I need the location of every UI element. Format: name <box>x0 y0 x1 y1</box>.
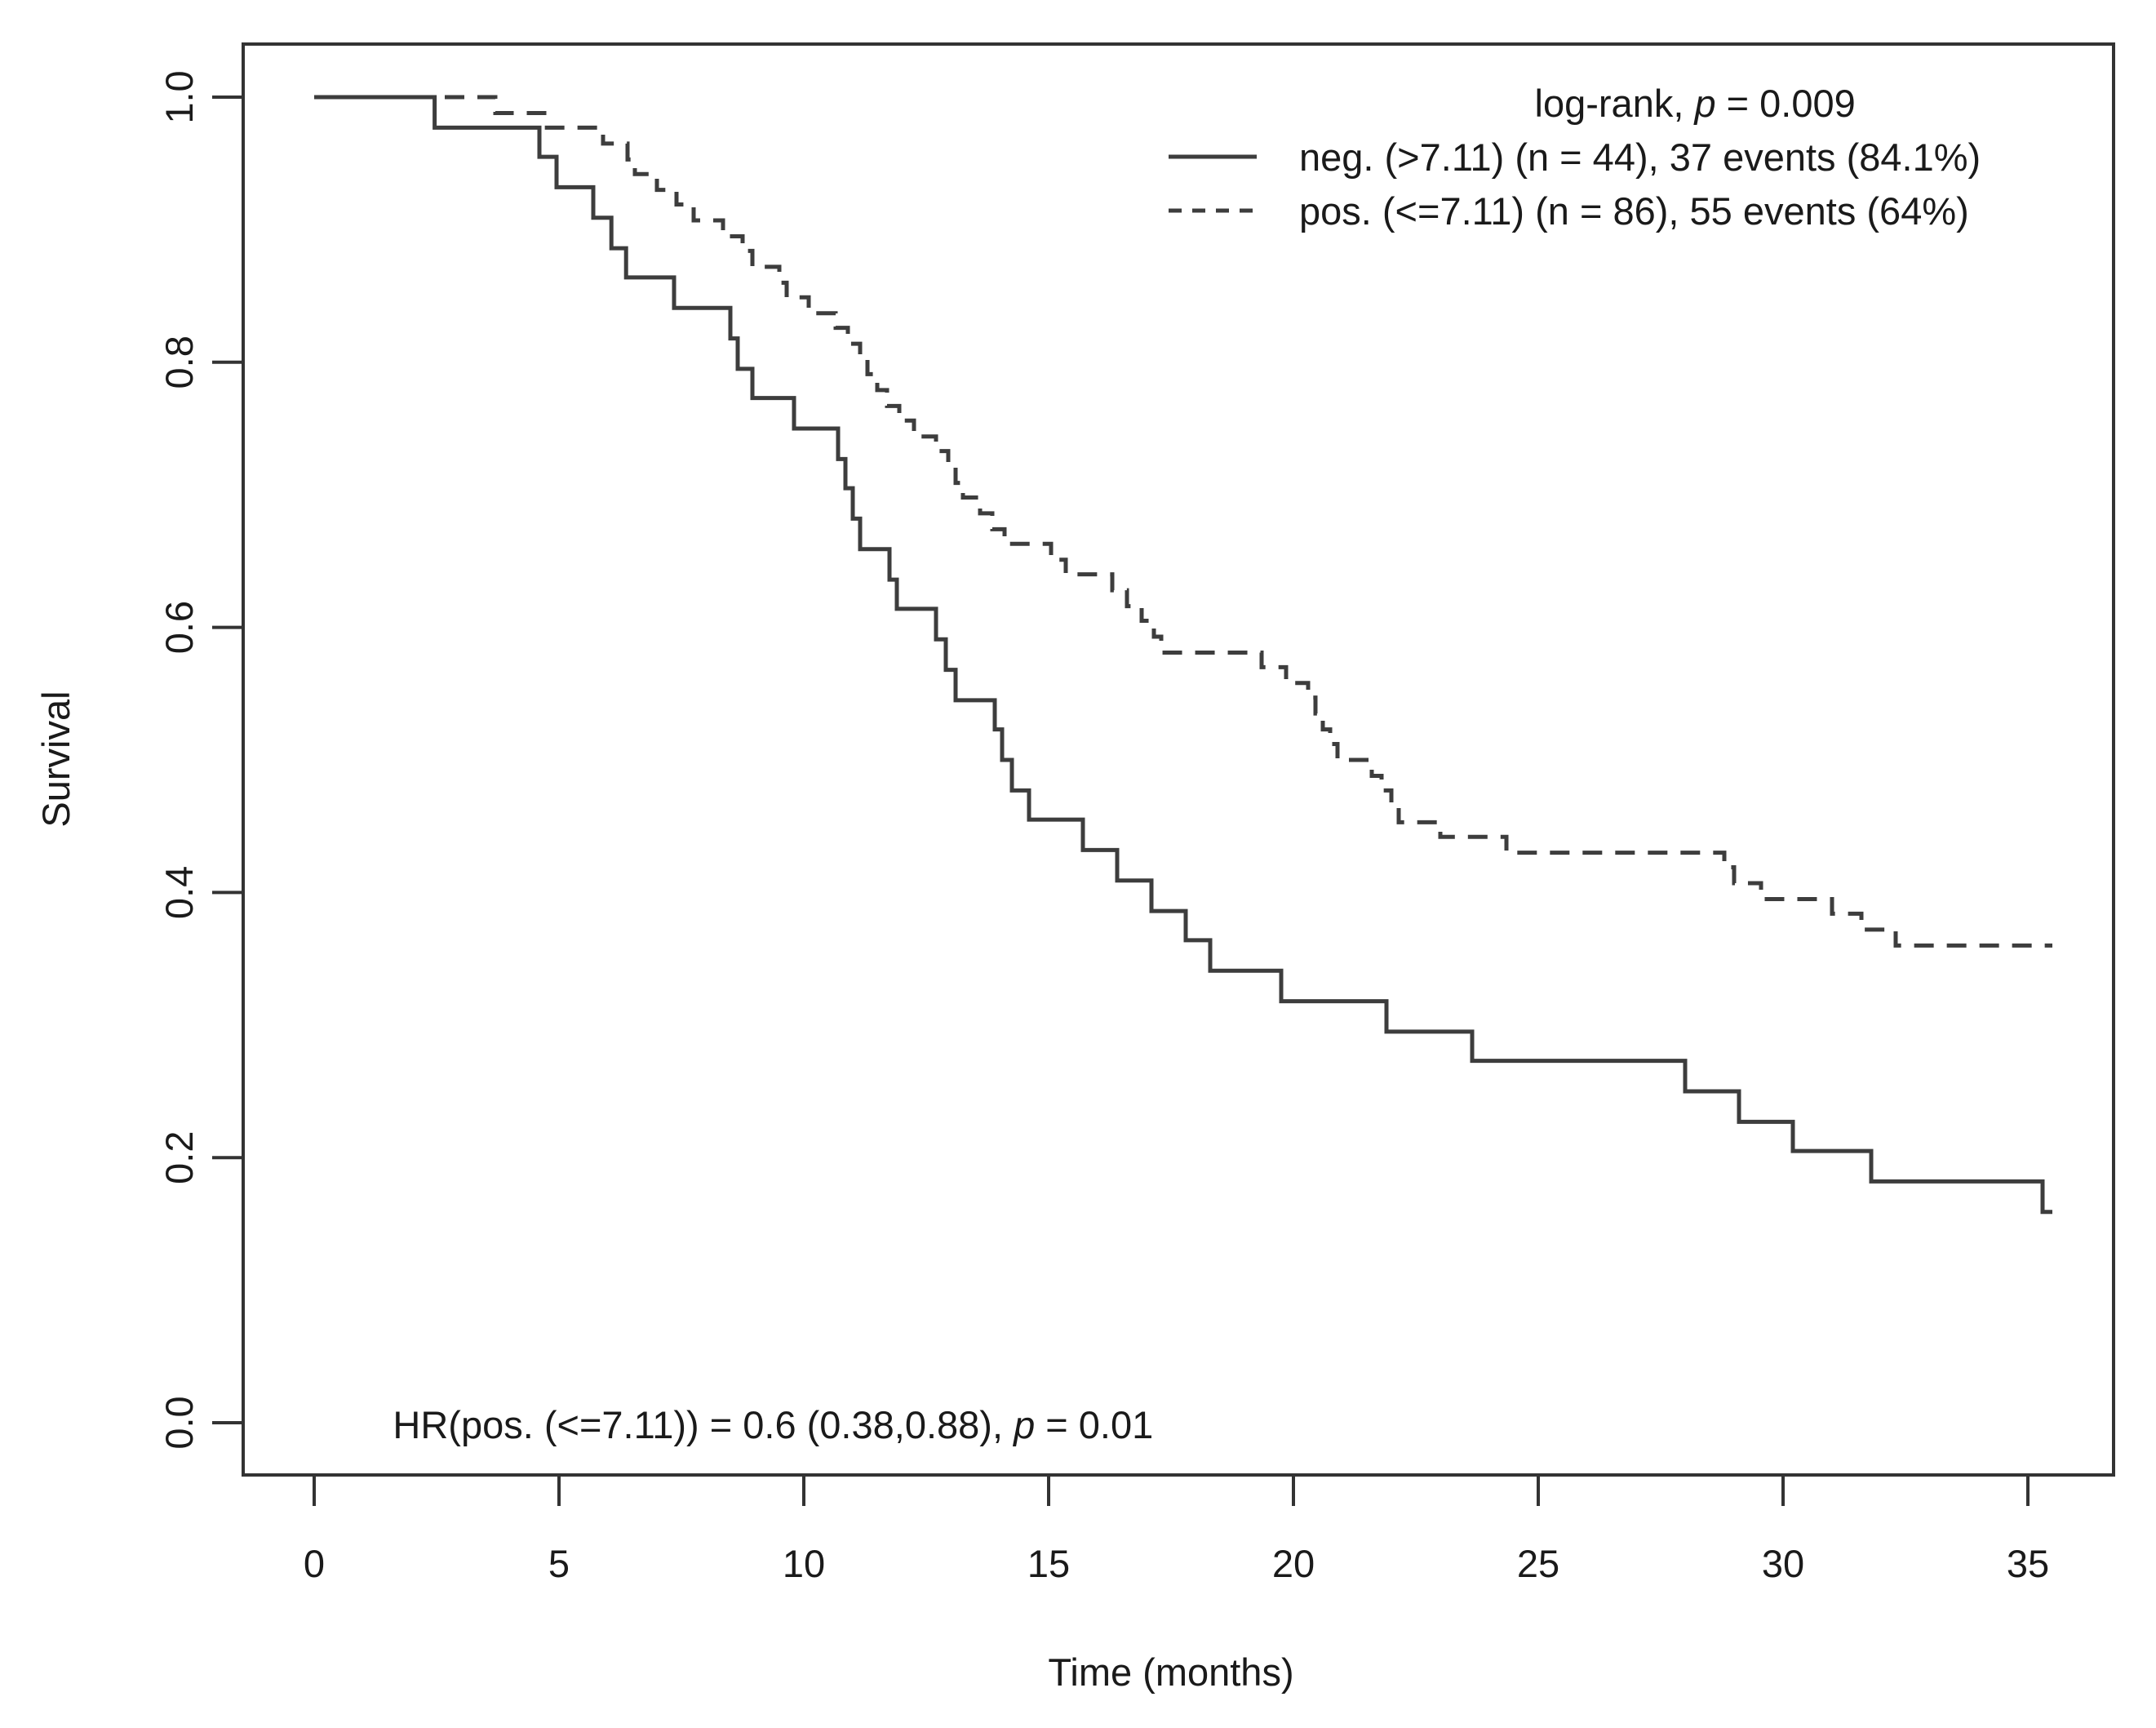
hazard-ratio-annotation: HR(pos. (<=7.11)) = 0.6 (0.38,0.88), p =… <box>318 1403 1207 1446</box>
curve-pos <box>314 95 2052 948</box>
x-axis-title: Time (months) <box>1048 1650 1293 1694</box>
x-tick-label: 35 <box>2007 1542 2049 1585</box>
x-tick-label: 10 <box>783 1542 825 1585</box>
survival-curves <box>314 95 2052 1215</box>
logrank-label: log-rank, p = 0.009 <box>1439 82 1930 125</box>
y-tick-label: 0.8 <box>157 335 201 389</box>
x-axis: 0 5 10 15 20 25 30 35 <box>304 1475 2049 1585</box>
y-axis-title: Survival <box>34 691 78 827</box>
y-tick-label: 0.6 <box>157 601 201 654</box>
y-tick-label: 0.2 <box>157 1131 201 1184</box>
y-axis: 0.0 0.2 0.4 0.6 0.8 1.0 <box>157 70 243 1450</box>
legend-entry-neg: neg. (>7.11) (n = 44), 37 events (84.1%) <box>1299 135 1981 179</box>
x-tick-label: 25 <box>1517 1542 1559 1585</box>
x-tick-label: 0 <box>304 1542 325 1585</box>
x-tick-label: 15 <box>1027 1542 1070 1585</box>
plot-frame <box>242 42 2115 1477</box>
x-tick-label: 30 <box>1762 1542 1804 1585</box>
x-tick-label: 5 <box>548 1542 570 1585</box>
curve-neg <box>314 95 2052 1215</box>
legend-entry-pos: pos. (<=7.11) (n = 86), 55 events (64%) <box>1299 189 1969 233</box>
y-tick-label: 0.0 <box>157 1396 201 1449</box>
y-tick-label: 0.4 <box>157 866 201 919</box>
legend: log-rank, p = 0.009 neg. (>7.11) (n = 44… <box>1169 82 1981 233</box>
x-tick-label: 20 <box>1272 1542 1315 1585</box>
y-tick-label: 1.0 <box>157 70 201 123</box>
